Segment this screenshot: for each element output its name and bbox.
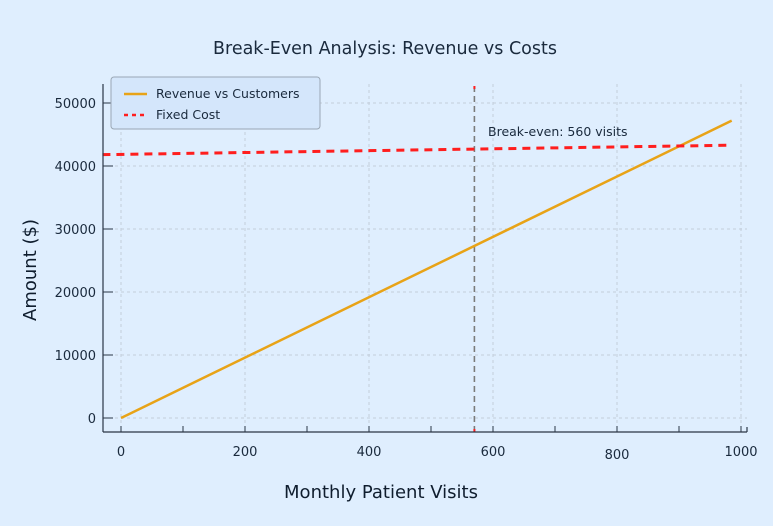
break-even-marker-bottom xyxy=(473,429,476,432)
x-ticks: 0 200 400 600 800 1000 xyxy=(117,426,758,463)
annotation: Break-even: 560 visits xyxy=(488,124,628,139)
y-ticks: 0 10000 20000 30000 40000 50000 xyxy=(55,97,113,427)
legend-box xyxy=(110,76,321,130)
x-tick-label: 800 xyxy=(605,448,630,463)
break-even-marker-top xyxy=(473,86,476,89)
x-tick-label: 0 xyxy=(117,445,125,460)
x-axis-label: Monthly Patient Visits xyxy=(284,482,478,503)
x-tick-label: 400 xyxy=(357,445,382,460)
y-tick-label: 0 xyxy=(88,412,96,427)
y-tick-label: 30000 xyxy=(55,223,96,238)
legend-label-fixed-cost: Fixed Cost xyxy=(156,107,220,122)
series-group xyxy=(102,86,733,432)
x-tick-label: 1000 xyxy=(724,445,757,460)
legend: Revenue vs Customers Fixed Cost xyxy=(110,76,321,130)
y-tick-label: 20000 xyxy=(55,286,96,301)
y-axis-label: Amount ($) xyxy=(20,219,41,321)
x-tick-label: 200 xyxy=(233,445,258,460)
chart-title: Break-Even Analysis: Revenue vs Costs xyxy=(213,39,557,59)
revenue-line xyxy=(120,119,733,420)
x-tick-label: 600 xyxy=(481,445,506,460)
y-tick-label: 50000 xyxy=(55,97,96,112)
legend-label-revenue: Revenue vs Customers xyxy=(156,86,300,101)
y-tick-label: 10000 xyxy=(55,349,96,364)
y-tick-label: 40000 xyxy=(55,160,96,175)
axes xyxy=(102,84,748,433)
fixed-cost-line xyxy=(102,143,732,157)
